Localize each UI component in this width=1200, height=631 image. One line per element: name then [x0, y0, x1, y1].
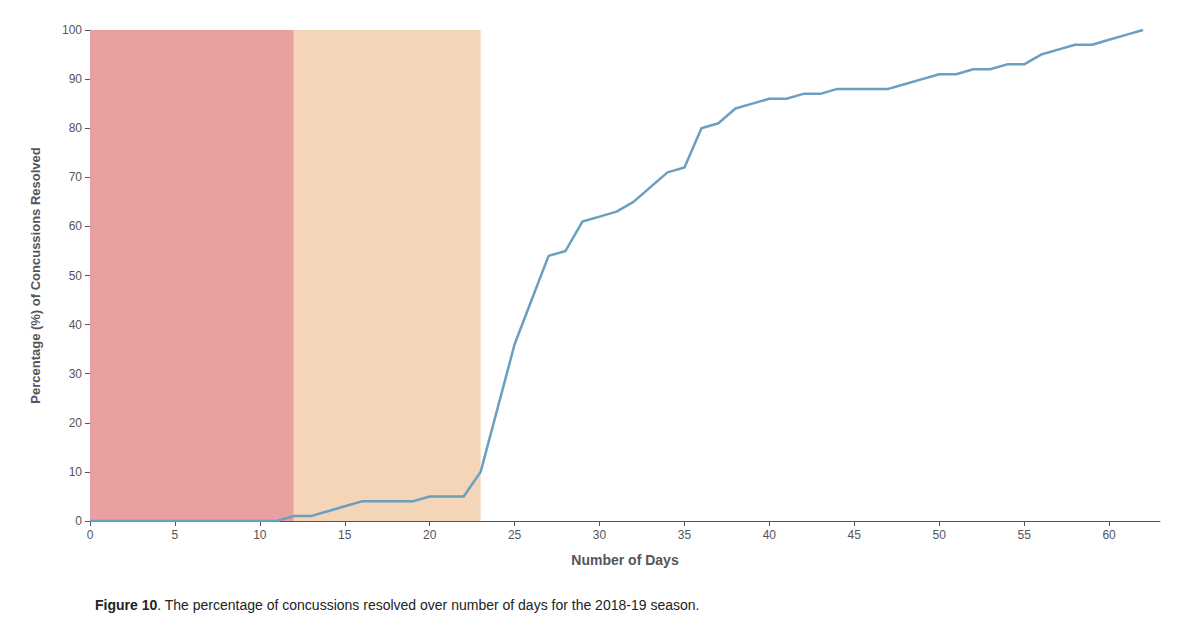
svg-text:. The percentage of concussion: . The percentage of concussions resolved… [157, 597, 699, 613]
svg-text:80: 80 [69, 121, 83, 135]
svg-text:50: 50 [69, 269, 83, 283]
svg-text:30: 30 [593, 528, 607, 542]
svg-text:20: 20 [423, 528, 437, 542]
svg-text:60: 60 [69, 219, 83, 233]
svg-text:15: 15 [338, 528, 352, 542]
svg-text:0: 0 [87, 528, 94, 542]
svg-text:55: 55 [1017, 528, 1031, 542]
svg-text:60: 60 [1102, 528, 1116, 542]
svg-text:20: 20 [69, 416, 83, 430]
svg-text:50: 50 [933, 528, 947, 542]
svg-text:100: 100 [62, 23, 82, 37]
svg-text:Percentage (%) of Concussions: Percentage (%) of Concussions Resolved [28, 147, 43, 404]
svg-text:5: 5 [172, 528, 179, 542]
svg-text:Number of Days: Number of Days [571, 552, 679, 568]
svg-text:10: 10 [253, 528, 267, 542]
svg-text:40: 40 [763, 528, 777, 542]
svg-text:0: 0 [75, 514, 82, 528]
svg-text:10: 10 [69, 465, 83, 479]
svg-text:35: 35 [678, 528, 692, 542]
svg-text:30: 30 [69, 367, 83, 381]
svg-text:45: 45 [848, 528, 862, 542]
svg-text:Figure 10: Figure 10 [95, 597, 157, 613]
svg-text:40: 40 [69, 318, 83, 332]
svg-text:90: 90 [69, 72, 83, 86]
svg-text:25: 25 [508, 528, 522, 542]
svg-text:70: 70 [69, 170, 83, 184]
